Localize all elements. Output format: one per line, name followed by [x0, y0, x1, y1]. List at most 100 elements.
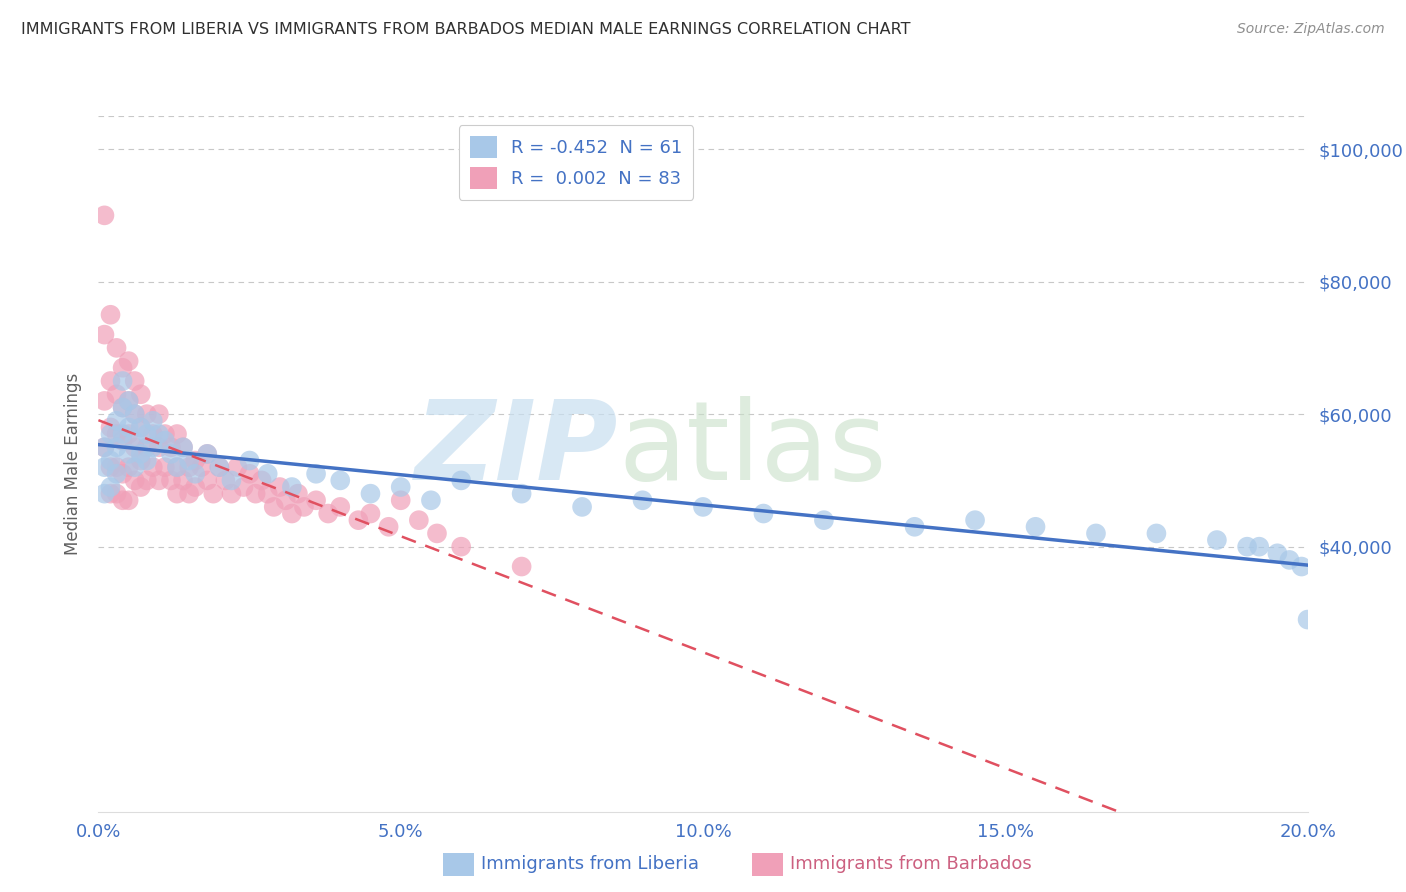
Point: [100, 460, 122, 475]
Text: Immigrants from Barbados: Immigrants from Barbados: [790, 855, 1032, 873]
Point: [305, 493, 328, 508]
Point: [256, 486, 278, 500]
Point: [105, 486, 128, 500]
Point: [1296, 613, 1319, 627]
Point: [274, 493, 297, 508]
Point: [347, 513, 370, 527]
Point: [232, 480, 254, 494]
Point: [100, 453, 122, 467]
Point: [1206, 533, 1229, 547]
Point: [408, 513, 430, 527]
Point: [631, 493, 654, 508]
Point: [1291, 559, 1313, 574]
Point: [148, 440, 170, 454]
Point: [142, 427, 165, 442]
Point: [142, 414, 165, 428]
Point: [129, 453, 152, 467]
Point: [124, 374, 146, 388]
Point: [124, 407, 146, 421]
Point: [239, 453, 262, 467]
Point: [166, 460, 188, 475]
Point: [221, 474, 243, 488]
Point: [195, 447, 218, 461]
Text: ZIP: ZIP: [415, 396, 619, 503]
Point: [1236, 540, 1258, 554]
Point: [329, 474, 352, 488]
Text: Immigrants from Liberia: Immigrants from Liberia: [481, 855, 699, 873]
Point: [329, 500, 352, 514]
Point: [93, 208, 115, 222]
Point: [148, 474, 170, 488]
Point: [166, 486, 188, 500]
Point: [172, 474, 194, 488]
Point: [1278, 553, 1301, 567]
Point: [105, 427, 128, 442]
Point: [100, 486, 122, 500]
Point: [129, 420, 152, 434]
Point: [93, 393, 115, 408]
Point: [129, 447, 152, 461]
Point: [129, 420, 152, 434]
Point: [426, 526, 449, 541]
Point: [105, 341, 128, 355]
Point: [360, 486, 382, 500]
Point: [124, 407, 146, 421]
Point: [129, 387, 152, 401]
Point: [111, 427, 134, 442]
Point: [100, 427, 122, 442]
Text: atlas: atlas: [619, 396, 887, 503]
Point: [195, 447, 218, 461]
Point: [111, 360, 134, 375]
Point: [256, 467, 278, 481]
Point: [292, 500, 315, 514]
Point: [179, 460, 201, 475]
Point: [287, 486, 309, 500]
Point: [153, 427, 176, 442]
Text: Source: ZipAtlas.com: Source: ZipAtlas.com: [1237, 22, 1385, 37]
Point: [93, 440, 115, 454]
Point: [172, 440, 194, 454]
Point: [179, 453, 201, 467]
Point: [124, 474, 146, 488]
Point: [190, 460, 212, 475]
Point: [420, 493, 443, 508]
Point: [263, 500, 285, 514]
Legend: R = -0.452  N = 61, R =  0.002  N = 83: R = -0.452 N = 61, R = 0.002 N = 83: [458, 125, 693, 200]
Y-axis label: Median Male Earnings: Median Male Earnings: [63, 373, 82, 555]
Point: [305, 467, 328, 481]
Point: [389, 480, 412, 494]
Point: [250, 474, 273, 488]
Point: [221, 486, 243, 500]
Point: [571, 500, 593, 514]
Point: [124, 460, 146, 475]
Point: [1085, 526, 1108, 541]
Point: [166, 460, 188, 475]
Point: [111, 467, 134, 481]
Point: [245, 486, 267, 500]
Point: [153, 434, 176, 448]
Point: [118, 460, 141, 475]
Point: [93, 327, 115, 342]
Point: [100, 308, 122, 322]
Point: [118, 447, 141, 461]
Point: [1144, 526, 1167, 541]
Point: [142, 440, 165, 454]
Point: [1249, 540, 1271, 554]
Point: [166, 427, 188, 442]
Point: [118, 493, 141, 508]
Point: [118, 354, 141, 368]
Point: [135, 427, 157, 442]
Point: [111, 401, 134, 415]
Point: [105, 440, 128, 454]
Point: [510, 559, 533, 574]
Point: [93, 486, 115, 500]
Point: [160, 440, 183, 454]
Point: [752, 507, 775, 521]
Point: [965, 513, 987, 527]
Point: [153, 460, 176, 475]
Point: [129, 480, 152, 494]
Point: [202, 486, 225, 500]
Point: [281, 480, 304, 494]
Point: [93, 460, 115, 475]
Point: [184, 480, 207, 494]
